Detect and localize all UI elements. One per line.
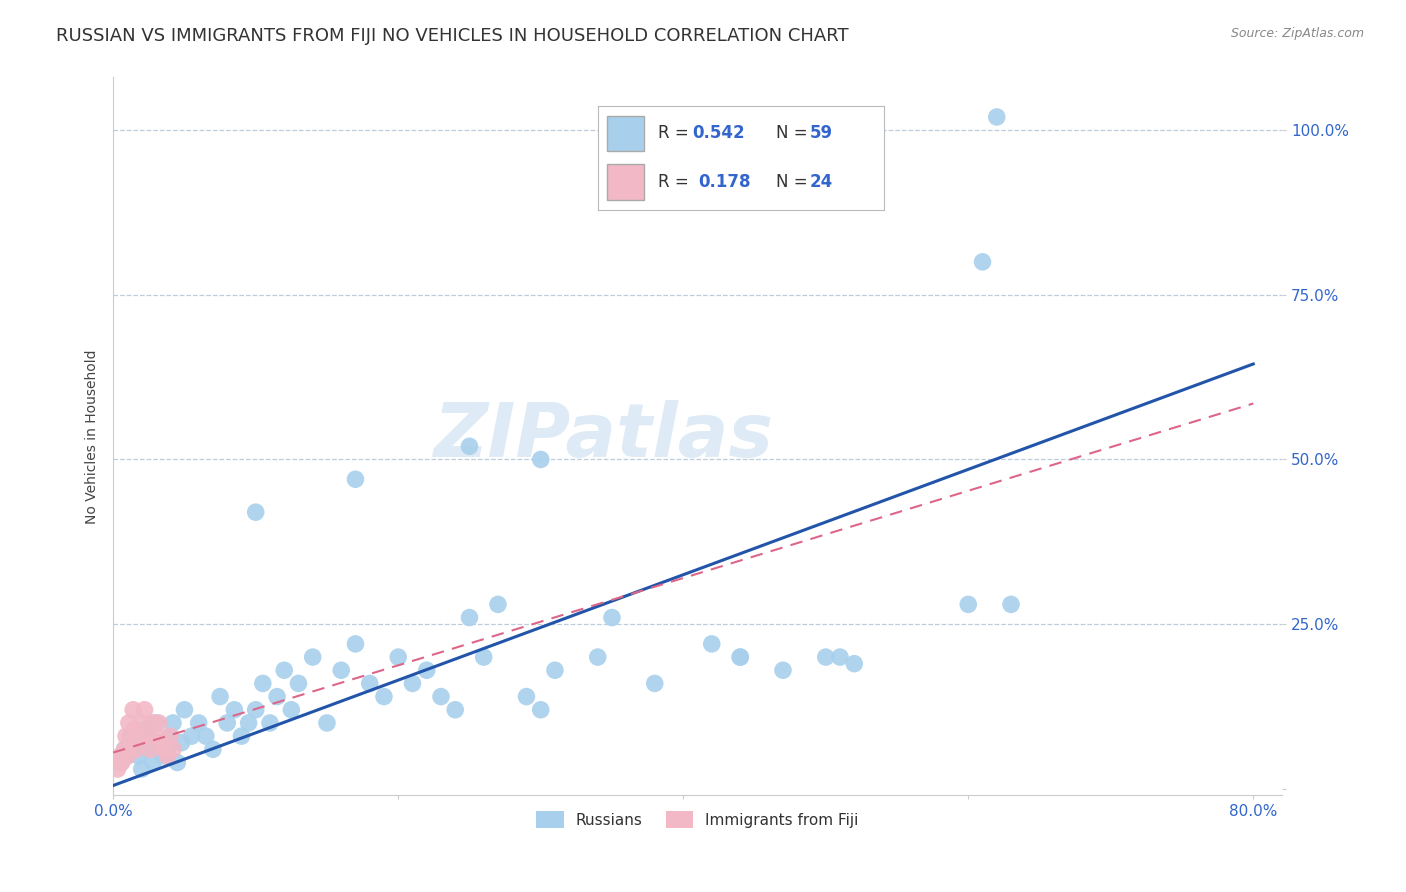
Point	[162, 742, 184, 756]
Point	[209, 690, 232, 704]
Point	[114, 742, 136, 756]
Point	[124, 736, 146, 750]
Point	[148, 736, 170, 750]
Y-axis label: No Vehicles in Household: No Vehicles in Household	[86, 349, 100, 524]
Point	[273, 663, 295, 677]
Point	[201, 742, 224, 756]
Point	[170, 736, 193, 750]
Point	[231, 729, 253, 743]
Point	[430, 690, 453, 704]
Point	[134, 723, 156, 737]
Point	[117, 748, 139, 763]
Point	[153, 742, 176, 756]
Point	[173, 703, 195, 717]
Point	[136, 729, 159, 743]
Point	[142, 715, 165, 730]
Point	[728, 650, 751, 665]
Text: Source: ZipAtlas.com: Source: ZipAtlas.com	[1230, 27, 1364, 40]
Point	[280, 703, 302, 717]
Point	[118, 715, 141, 730]
Point	[245, 703, 267, 717]
Point	[162, 715, 184, 730]
Point	[139, 742, 162, 756]
Point	[844, 657, 866, 671]
Point	[1000, 598, 1022, 612]
Point	[180, 729, 202, 743]
Point	[238, 715, 260, 730]
Point	[266, 690, 288, 704]
Point	[152, 748, 174, 763]
Point	[148, 715, 170, 730]
Point	[387, 650, 409, 665]
Point	[134, 703, 156, 717]
Point	[117, 748, 139, 763]
Point	[972, 255, 994, 269]
Point	[159, 729, 181, 743]
Text: ZIPatlas: ZIPatlas	[434, 400, 773, 473]
Point	[166, 756, 188, 770]
Point	[187, 715, 209, 730]
Point	[150, 736, 173, 750]
Point	[316, 715, 339, 730]
Point	[458, 610, 481, 624]
Point	[828, 650, 851, 665]
Point	[145, 729, 167, 743]
Point	[138, 742, 160, 756]
Point	[600, 610, 623, 624]
Point	[728, 650, 751, 665]
Point	[245, 505, 267, 519]
Point	[530, 703, 553, 717]
Point	[114, 742, 136, 756]
Point	[131, 715, 153, 730]
Point	[156, 748, 179, 763]
Point	[259, 715, 281, 730]
Point	[224, 703, 246, 717]
Point	[530, 452, 553, 467]
Point	[128, 748, 150, 763]
Point	[515, 690, 537, 704]
Point	[142, 756, 165, 770]
Point	[156, 742, 179, 756]
Point	[458, 439, 481, 453]
Text: RUSSIAN VS IMMIGRANTS FROM FIJI NO VEHICLES IN HOUSEHOLD CORRELATION CHART: RUSSIAN VS IMMIGRANTS FROM FIJI NO VEHIC…	[56, 27, 849, 45]
Point	[401, 676, 423, 690]
Point	[359, 676, 381, 690]
Point	[110, 748, 132, 763]
Point	[544, 663, 567, 677]
Point	[986, 110, 1008, 124]
Point	[252, 676, 274, 690]
Point	[301, 650, 323, 665]
Point	[120, 736, 142, 750]
Point	[287, 676, 309, 690]
Point	[772, 663, 794, 677]
Point	[122, 703, 145, 717]
Point	[444, 703, 467, 717]
Point	[120, 729, 142, 743]
Point	[217, 715, 239, 730]
Legend: Russians, Immigrants from Fiji: Russians, Immigrants from Fiji	[530, 805, 865, 834]
Point	[111, 756, 134, 770]
Point	[124, 723, 146, 737]
Point	[125, 742, 148, 756]
Point	[107, 762, 129, 776]
Point	[373, 690, 395, 704]
Point	[330, 663, 353, 677]
Point	[145, 715, 167, 730]
Point	[159, 729, 181, 743]
Point	[344, 472, 367, 486]
Point	[194, 729, 217, 743]
Point	[344, 637, 367, 651]
Point	[957, 598, 980, 612]
Point	[115, 729, 138, 743]
Point	[110, 756, 132, 770]
Point	[415, 663, 437, 677]
Point	[131, 762, 153, 776]
Point	[700, 637, 723, 651]
Point	[472, 650, 495, 665]
Point	[644, 676, 666, 690]
Point	[814, 650, 837, 665]
Point	[128, 729, 150, 743]
Point	[486, 598, 509, 612]
Point	[586, 650, 609, 665]
